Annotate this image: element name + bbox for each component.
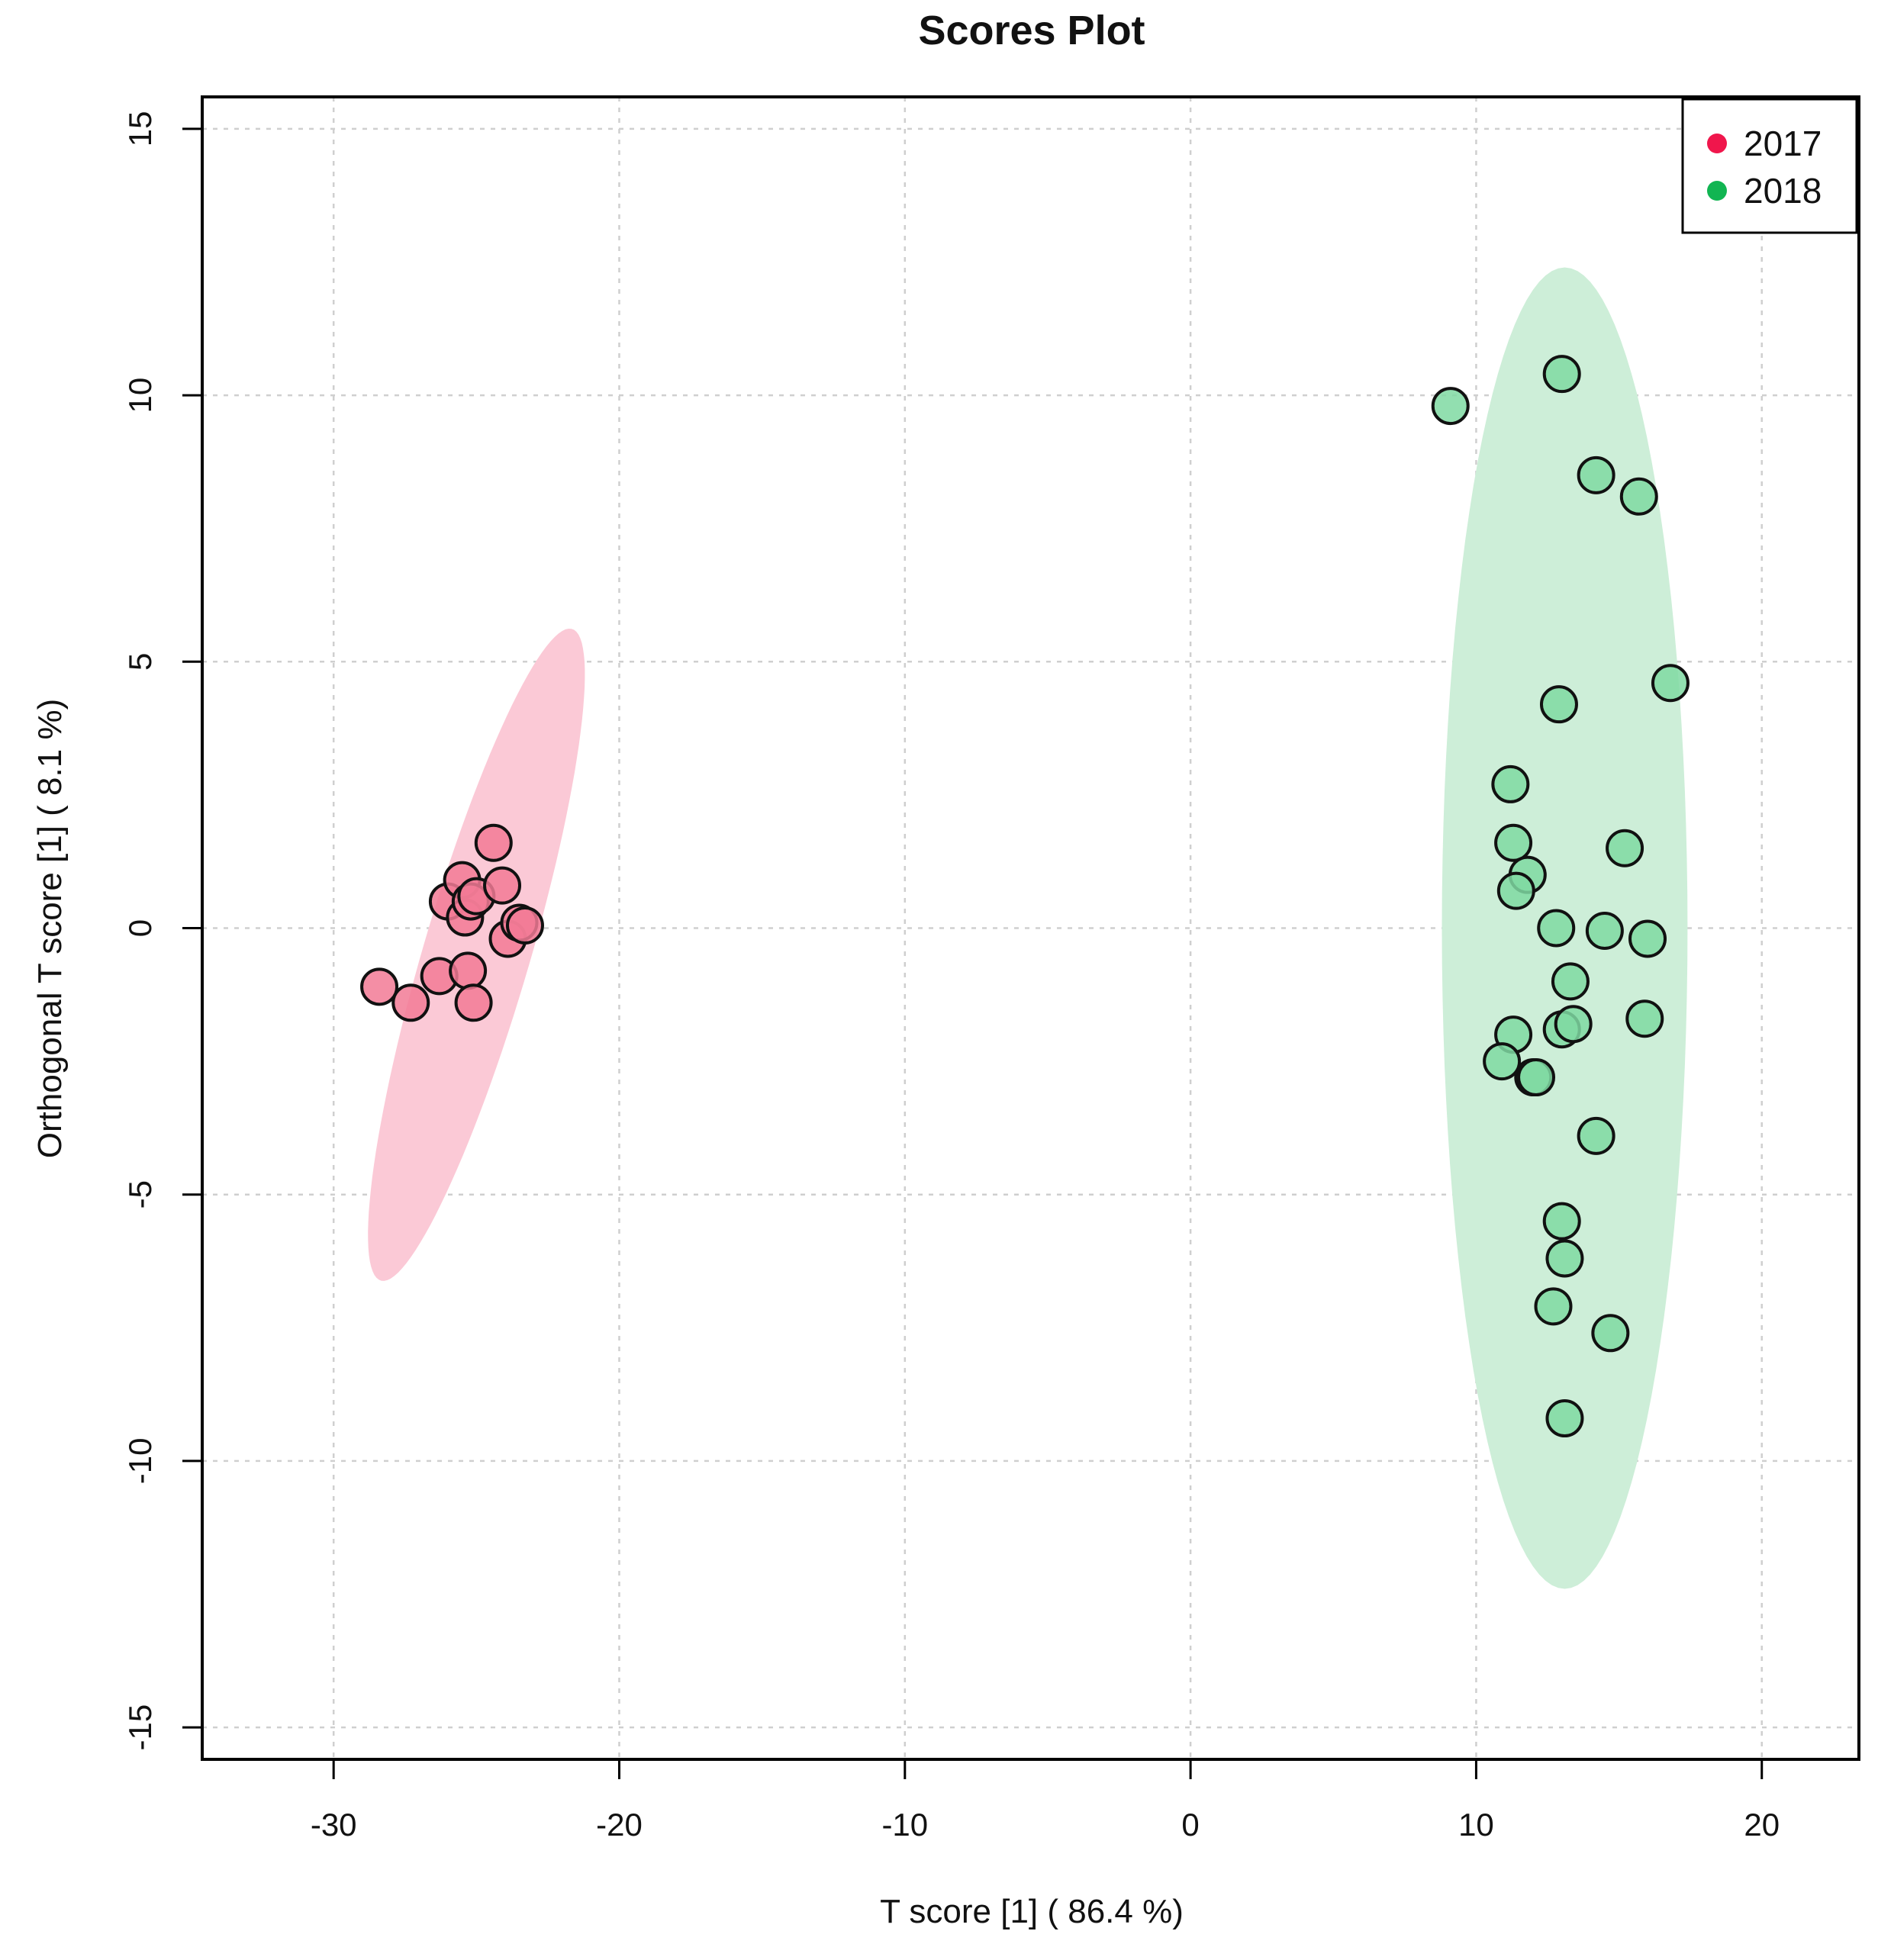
point-2018 (1585, 911, 1624, 950)
point-2018 (1539, 685, 1578, 724)
point-2018 (1577, 455, 1615, 494)
point-2018 (1651, 664, 1690, 703)
point-2018 (1619, 477, 1658, 516)
point-2018 (1577, 1116, 1615, 1155)
x-tick-label: -20 (596, 1807, 643, 1843)
y-tick-label: 15 (122, 111, 158, 147)
y-tick-label: -10 (122, 1438, 158, 1485)
x-tick-label: -10 (881, 1807, 928, 1843)
point-2017 (505, 906, 544, 945)
y-tick-label: 0 (122, 919, 158, 937)
point-2018 (1494, 823, 1533, 862)
point-2018 (1483, 1042, 1522, 1081)
point-2017 (449, 951, 488, 990)
y-tick-label: 5 (122, 653, 158, 671)
point-2017 (454, 983, 493, 1022)
point-2018 (1545, 1239, 1584, 1278)
x-tick-label: 0 (1181, 1807, 1199, 1843)
point-2018 (1496, 871, 1535, 910)
x-tick-label: 10 (1458, 1807, 1494, 1843)
point-2018 (1625, 999, 1664, 1038)
legend-box (1681, 98, 1858, 234)
point-2018 (1537, 909, 1576, 948)
legend-label-2017: 2017 (1744, 124, 1822, 163)
point-2018 (1606, 829, 1644, 867)
x-tick-label: 20 (1744, 1807, 1780, 1843)
x-axis-title: T score [1] ( 86.4 %) (880, 1893, 1184, 1930)
y-tick-label: -15 (122, 1704, 158, 1751)
axes: -30 -20 -10 0 10 20 -15 -10 -5 0 5 10 15 (122, 111, 1780, 1843)
chart-title: Scores Plot (918, 8, 1145, 53)
point-2017 (474, 823, 513, 862)
point-2018 (1628, 919, 1667, 958)
point-2018 (1551, 962, 1590, 1001)
point-2018 (1542, 355, 1581, 394)
point-2018 (1431, 387, 1470, 426)
point-2018 (1542, 1202, 1581, 1241)
point-2018 (1491, 764, 1530, 803)
y-tick-label: -5 (122, 1180, 158, 1209)
point-2017 (483, 866, 522, 905)
point-2017 (391, 983, 430, 1022)
point-2018 (1591, 1314, 1630, 1353)
y-axis-title: Orthogonal T score [1] ( 8.1 %) (31, 699, 69, 1158)
legend: 2017 2018 (1681, 98, 1858, 234)
point-2018 (1545, 1399, 1584, 1438)
legend-marker-2018 (1707, 181, 1727, 201)
point-2018 (1554, 1005, 1593, 1044)
y-tick-label: 10 (122, 378, 158, 414)
point-2018 (1534, 1287, 1573, 1326)
legend-marker-2017 (1707, 134, 1727, 153)
x-tick-label: -30 (311, 1807, 357, 1843)
point-2017 (360, 967, 399, 1006)
legend-label-2018: 2018 (1744, 171, 1822, 211)
point-2018 (1517, 1058, 1556, 1097)
data-points (360, 355, 1690, 1438)
